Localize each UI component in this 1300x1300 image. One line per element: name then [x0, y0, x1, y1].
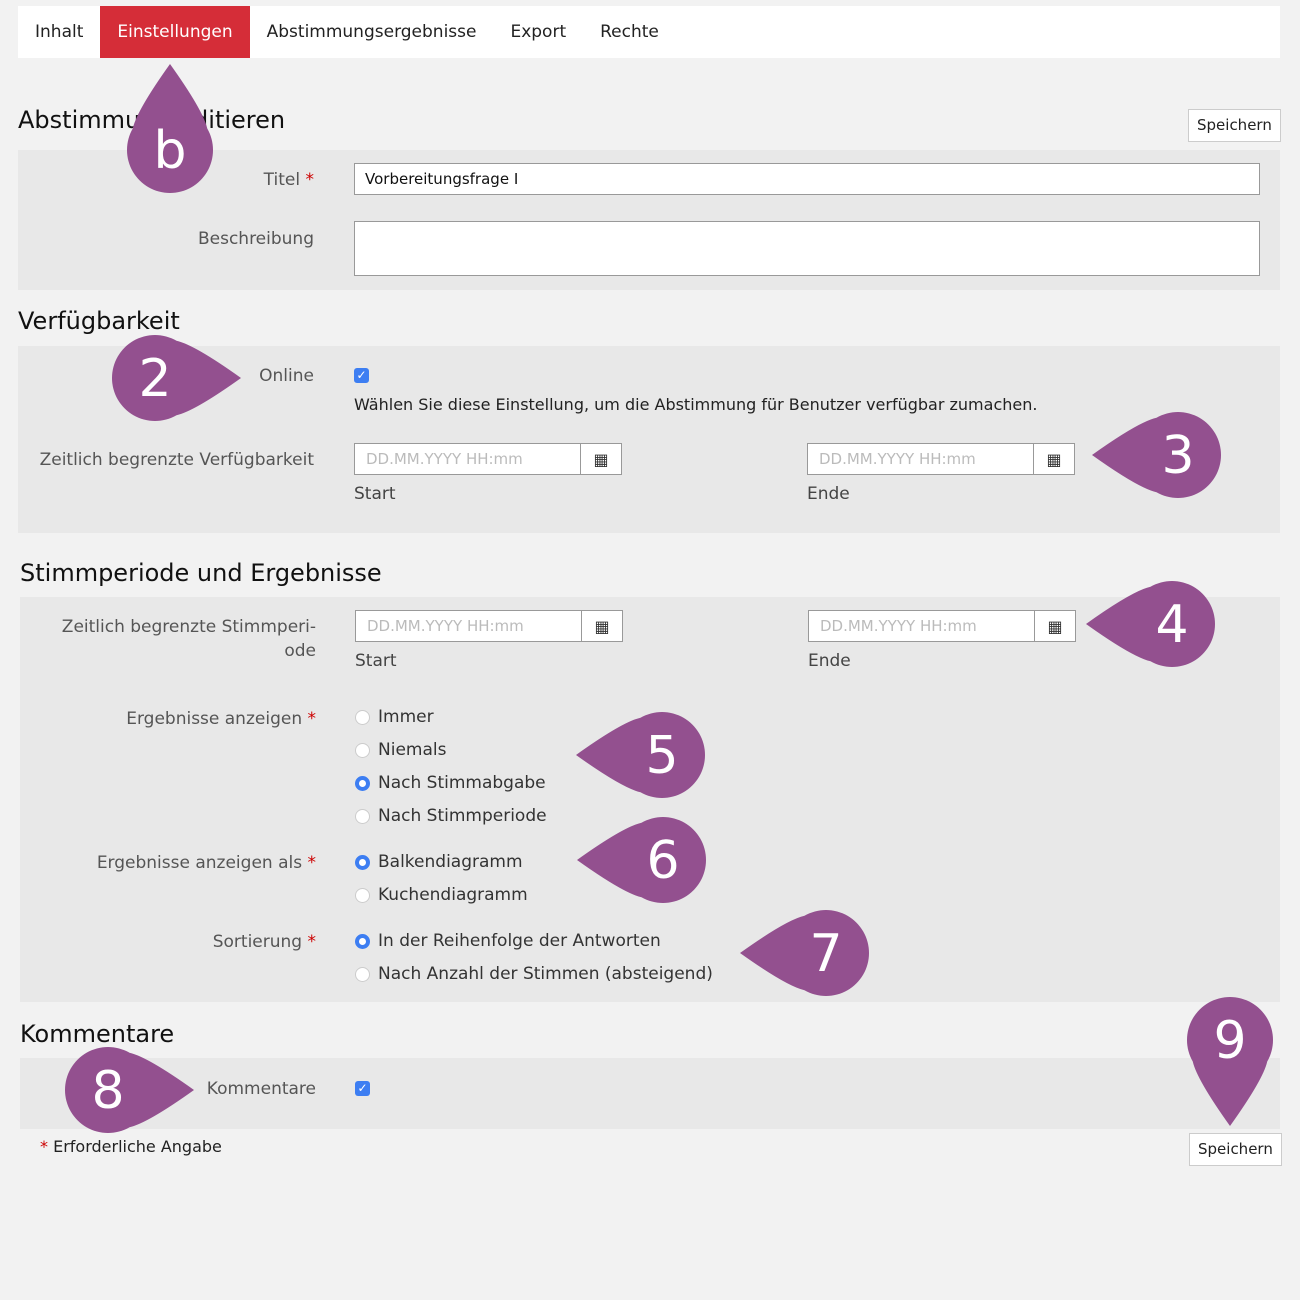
radio-nach-stimmabgabe[interactable]: Nach Stimmabgabe: [355, 773, 546, 793]
period-label-line1: Zeitlich begrenzte Stimmperi-: [61, 617, 316, 637]
sort-label: Sortierung *: [16, 932, 316, 952]
description-textarea[interactable]: [354, 221, 1260, 276]
show-as-label-text: Ergebnisse anzeigen als: [96, 853, 303, 873]
title-label-text: Titel: [263, 170, 301, 190]
required-star: *: [307, 853, 317, 873]
online-help: Wählen Sie diese Einstellung, um die Abs…: [354, 395, 1038, 414]
required-star: *: [307, 932, 317, 952]
radio-dot: [355, 887, 370, 903]
tab-einstellungen[interactable]: Einstellungen: [100, 6, 250, 58]
show-results-label-text: Ergebnisse anzeigen: [126, 709, 303, 729]
radio-label: In der Reihenfolge der Antworten: [378, 931, 661, 951]
radio-sort-votes[interactable]: Nach Anzahl der Stimmen (absteigend): [355, 964, 713, 984]
description-label: Beschreibung: [197, 229, 314, 249]
calendar-icon[interactable]: ▦: [1033, 444, 1074, 474]
radio-label: Nach Stimmperiode: [378, 806, 547, 826]
start-label: Start: [354, 484, 396, 504]
comments-heading: Kommentare: [20, 1020, 175, 1048]
tab-rechte[interactable]: Rechte: [600, 22, 659, 42]
radio-dot: [355, 933, 370, 949]
radio-label: Nach Stimmabgabe: [378, 773, 546, 793]
voting-heading: Stimmperiode und Ergebnisse: [20, 559, 382, 587]
online-checkbox[interactable]: ✓: [354, 368, 369, 383]
required-note-text: Erforderliche Angabe: [53, 1137, 222, 1156]
period-label-line2: ode: [284, 641, 316, 661]
online-label: Online: [259, 366, 314, 386]
radio-label: Immer: [378, 707, 434, 727]
radio-kuchendiagramm[interactable]: Kuchendiagramm: [355, 885, 528, 905]
comments-checkbox[interactable]: ✓: [355, 1081, 370, 1096]
end-label: Ende: [807, 484, 850, 504]
voting-panel: [20, 597, 1280, 1002]
required-star: *: [307, 709, 317, 729]
radio-label: Balkendiagramm: [378, 852, 523, 872]
date-placeholder: DD.MM.YYYY HH:mm: [367, 617, 524, 635]
date-placeholder: DD.MM.YYYY HH:mm: [366, 450, 523, 468]
calendar-icon[interactable]: ▦: [580, 444, 621, 474]
start-label: Start: [355, 651, 397, 671]
show-results-label: Ergebnisse anzeigen *: [16, 709, 316, 729]
calendar-icon[interactable]: ▦: [1034, 611, 1075, 641]
period-label: Zeitlich begrenzte Stimmperi-ode: [16, 617, 316, 661]
end-label: Ende: [808, 651, 851, 671]
required-star: *: [305, 170, 315, 190]
tab-bar: Inhalt Einstellungen Abstimmungsergebnis…: [18, 6, 1280, 58]
radio-dot: [355, 709, 370, 725]
radio-dot: [355, 966, 370, 982]
comments-label: Kommentare: [206, 1079, 316, 1099]
required-star: *: [40, 1137, 48, 1156]
comments-panel: [20, 1058, 1280, 1129]
period-start-date[interactable]: DD.MM.YYYY HH:mm ▦: [355, 610, 623, 642]
radio-dot: [355, 854, 370, 870]
radio-sort-order[interactable]: In der Reihenfolge der Antworten: [355, 931, 661, 951]
required-note: * Erforderliche Angabe: [40, 1137, 222, 1156]
limited-availability-label: Zeitlich begrenzte Verfügbarkeit: [39, 450, 314, 470]
show-as-label: Ergebnisse anzeigen als *: [16, 853, 316, 873]
tab-abstimmungsergebnisse[interactable]: Abstimmungsergebnisse: [266, 22, 477, 42]
radio-nach-stimmperiode[interactable]: Nach Stimmperiode: [355, 806, 547, 826]
availability-start-date[interactable]: DD.MM.YYYY HH:mm ▦: [354, 443, 622, 475]
calendar-icon[interactable]: ▦: [581, 611, 622, 641]
date-placeholder: DD.MM.YYYY HH:mm: [820, 617, 977, 635]
edit-heading: Abstimmung editieren: [18, 106, 286, 134]
tab-inhalt[interactable]: Inhalt: [35, 22, 84, 42]
radio-label: Kuchendiagramm: [378, 885, 528, 905]
radio-label: Nach Anzahl der Stimmen (absteigend): [378, 964, 713, 984]
title-input[interactable]: Vorbereitungsfrage I: [354, 163, 1260, 195]
radio-label: Niemals: [378, 740, 447, 760]
title-label: Titel *: [14, 170, 314, 190]
radio-dot: [355, 775, 370, 791]
radio-immer[interactable]: Immer: [355, 707, 434, 727]
date-placeholder: DD.MM.YYYY HH:mm: [819, 450, 976, 468]
radio-niemals[interactable]: Niemals: [355, 740, 446, 760]
availability-end-date[interactable]: DD.MM.YYYY HH:mm ▦: [807, 443, 1075, 475]
radio-balkendiagramm[interactable]: Balkendiagramm: [355, 852, 523, 872]
save-button-bottom[interactable]: Speichern: [1189, 1133, 1282, 1166]
radio-dot: [355, 808, 370, 824]
radio-dot: [355, 742, 370, 758]
availability-heading: Verfügbarkeit: [18, 307, 180, 335]
tab-export[interactable]: Export: [510, 22, 567, 42]
sort-label-text: Sortierung: [212, 932, 303, 952]
save-button-top[interactable]: Speichern: [1188, 109, 1281, 142]
period-end-date[interactable]: DD.MM.YYYY HH:mm ▦: [808, 610, 1076, 642]
